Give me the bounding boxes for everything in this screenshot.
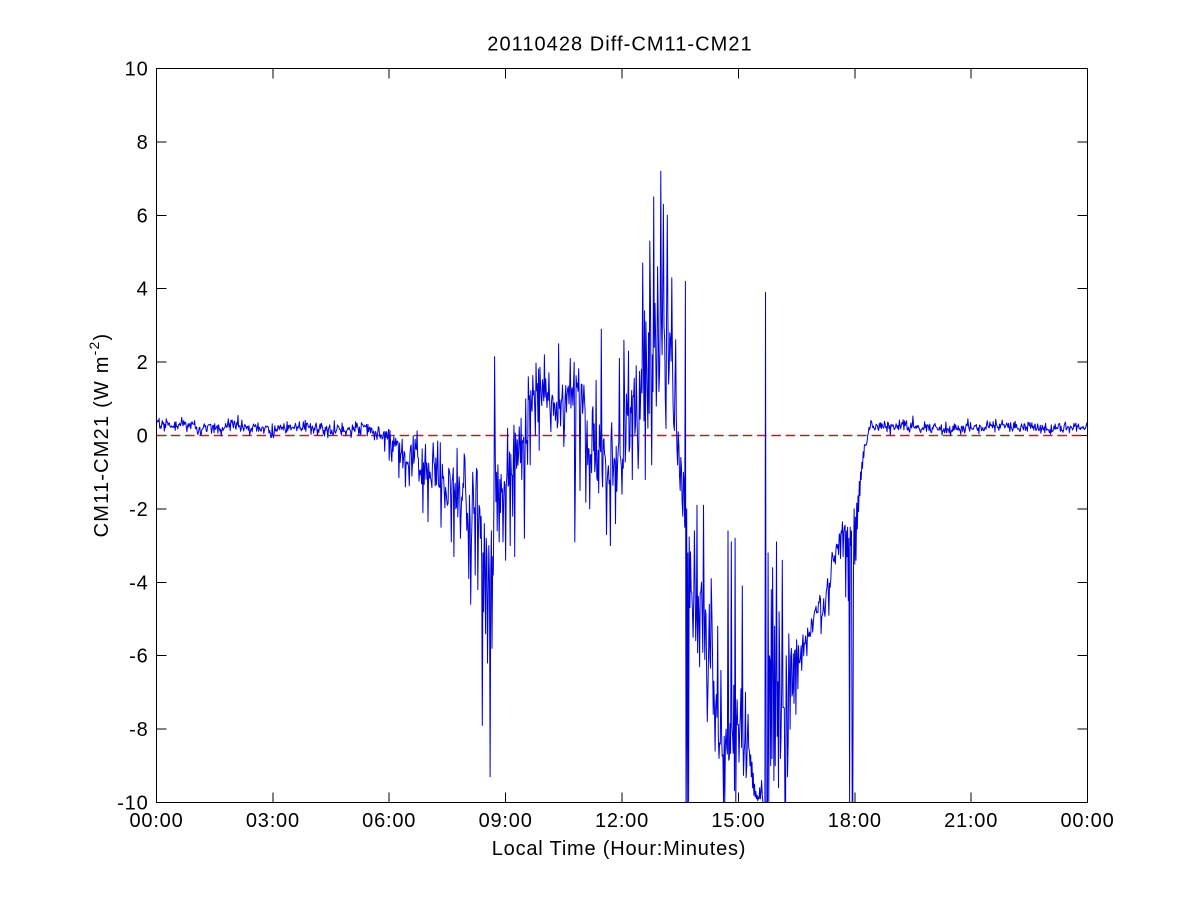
svg-text:2: 2: [137, 352, 149, 374]
svg-text:0: 0: [137, 426, 149, 448]
svg-text:4: 4: [137, 279, 149, 301]
svg-text:21:00: 21:00: [944, 810, 998, 832]
svg-text:00:00: 00:00: [1060, 810, 1114, 832]
svg-text:12:00: 12:00: [595, 810, 649, 832]
svg-text:06:00: 06:00: [362, 810, 416, 832]
svg-text:-10: -10: [117, 793, 148, 815]
svg-text:-4: -4: [129, 572, 148, 594]
svg-text:03:00: 03:00: [246, 810, 300, 832]
svg-text:6: 6: [137, 205, 149, 227]
svg-text:20110428 Diff-CM11-CM21: 20110428 Diff-CM11-CM21: [487, 34, 752, 56]
svg-text:00:00: 00:00: [129, 810, 183, 832]
svg-text:-6: -6: [129, 646, 148, 668]
svg-text:18:00: 18:00: [828, 810, 882, 832]
svg-text:-8: -8: [129, 719, 148, 741]
svg-text:15:00: 15:00: [711, 810, 765, 832]
svg-text:09:00: 09:00: [479, 810, 533, 832]
svg-text:8: 8: [137, 132, 149, 154]
svg-text:10: 10: [125, 59, 149, 81]
svg-text:Local Time (Hour:Minutes): Local Time (Hour:Minutes): [492, 838, 747, 860]
svg-text:CM11-CM21 (W m-2): CM11-CM21 (W m-2): [86, 333, 113, 538]
svg-text:-2: -2: [129, 499, 148, 521]
